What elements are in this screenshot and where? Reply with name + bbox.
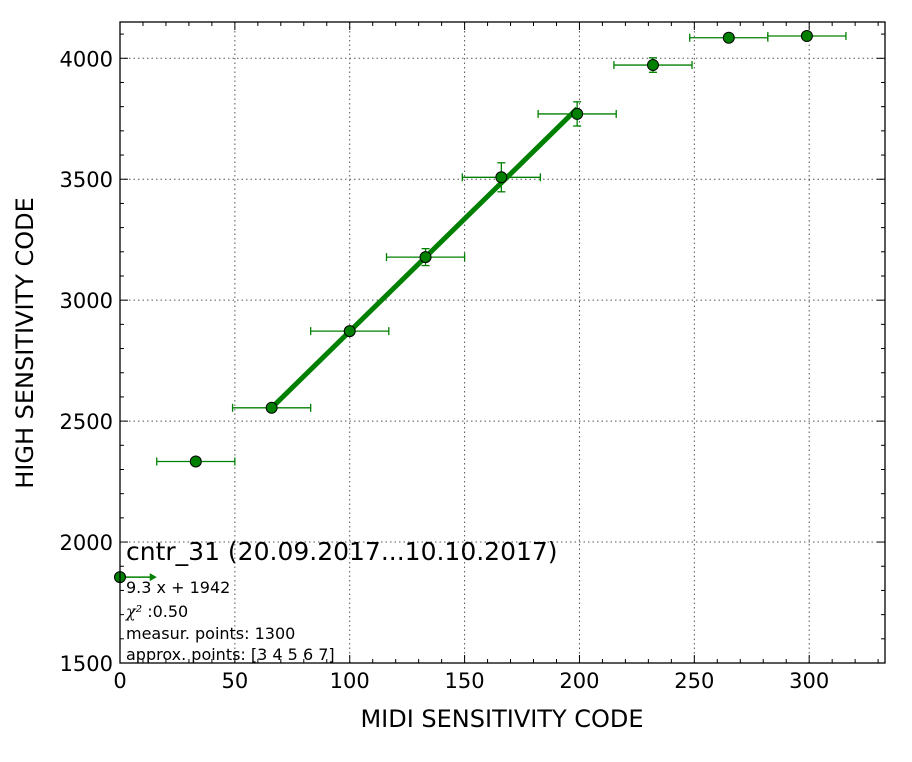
- plot-frame: [119, 21, 886, 664]
- x-tick-label: 100: [330, 669, 370, 693]
- arrow-head: [149, 573, 157, 582]
- x-tick-label: 200: [559, 669, 599, 693]
- y-tick-label: 1500: [60, 652, 113, 676]
- data-point: [419, 251, 432, 264]
- x-axis-title: MIDI SENSITIVITY CODE: [360, 705, 643, 733]
- data-point: [646, 59, 659, 72]
- y-tick-label: 3000: [60, 289, 113, 313]
- x-tick-label: 0: [113, 669, 126, 693]
- x-tick-label: 150: [445, 669, 485, 693]
- y-tick-label: 4000: [60, 47, 113, 71]
- x-tick-label: 300: [789, 669, 829, 693]
- annotation-measur-points: measur. points: 1300: [126, 624, 295, 643]
- data-point: [495, 171, 508, 184]
- annotation-chi-value: :0.50: [142, 602, 188, 621]
- label-layer: 0 50 100 150 200 250 300 1500 2000 2500 3000 3500 40…: [60, 47, 830, 693]
- y-tick-label: 3500: [60, 168, 113, 192]
- annotation-chi-symbol: χ²: [125, 602, 142, 621]
- data-point: [800, 30, 813, 43]
- x-tick-label: 50: [221, 669, 248, 693]
- data-layer: [114, 30, 847, 584]
- y-tick-label: 2000: [60, 531, 113, 555]
- data-point: [189, 455, 202, 468]
- annotation-equation: 9.3 x + 1942: [126, 578, 230, 597]
- y-tick-label: 2500: [60, 410, 113, 434]
- tick-layer: [119, 22, 885, 664]
- data-point: [722, 31, 735, 44]
- x-tick-label: 250: [674, 669, 714, 693]
- data-point: [265, 401, 278, 414]
- annotation-title: cntr_31 (20.09.2017...10.10.2017): [126, 537, 558, 566]
- data-point: [571, 107, 584, 120]
- data-point: [343, 325, 356, 338]
- annotation-chi-line: χ² :0.50: [125, 602, 188, 621]
- y-axis-title: HIGH SENSITIVITY CODE: [11, 197, 39, 489]
- annotation-approx-points: approx. points: [3 4 5 6 7]: [126, 645, 335, 664]
